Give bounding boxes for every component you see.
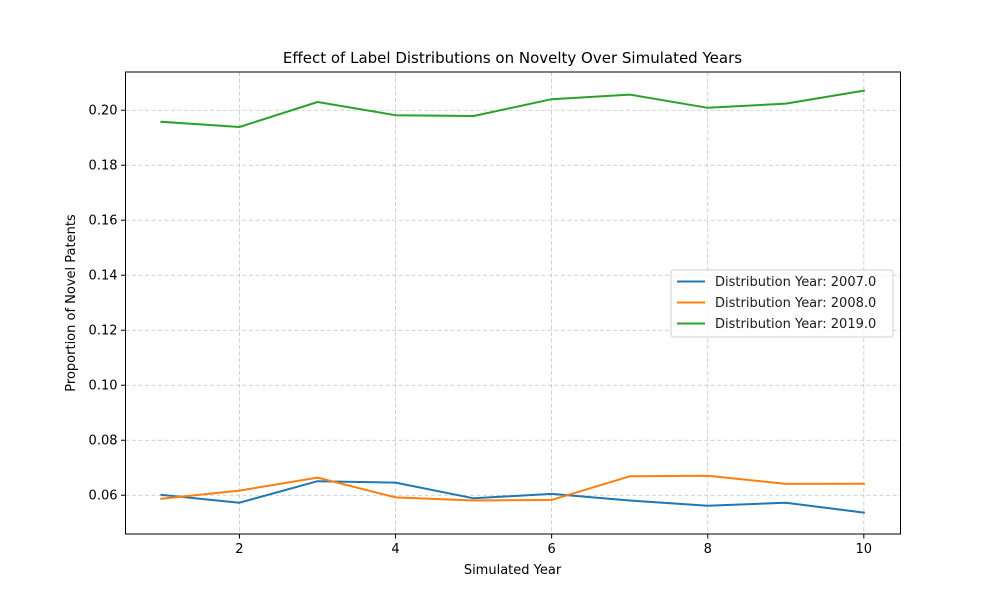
- legend-label: Distribution Year: 2019.0: [715, 317, 876, 332]
- y-tick-label: 0.20: [89, 104, 118, 119]
- legend: Distribution Year: 2007.0 Distribution Ye…: [670, 269, 894, 338]
- x-tick-label: 10: [856, 542, 873, 557]
- y-tick-label: 0.10: [89, 379, 118, 394]
- x-axis-ticks: 2 4 6 8 10: [235, 534, 872, 557]
- series-lines: [160, 89, 865, 514]
- x-tick-label: 6: [547, 542, 555, 557]
- x-tick-label: 4: [391, 542, 399, 557]
- y-tick-label: 0.14: [89, 269, 118, 284]
- chart-title: Effect of Label Distributions on Novelty…: [283, 49, 742, 67]
- plot-frame: [125, 71, 901, 535]
- series-line-2: [160, 89, 865, 128]
- x-axis-label: Simulated Year: [464, 563, 562, 578]
- y-axis-label: Proportion of Novel Patents: [64, 214, 79, 392]
- y-axis-ticks: 0.06 0.08 0.10 0.12 0.14 0.16 0.18 0.20: [89, 104, 126, 504]
- legend-label: Distribution Year: 2007.0: [715, 275, 876, 290]
- series-line-1: [160, 474, 865, 502]
- y-tick-label: 0.08: [89, 434, 118, 449]
- y-tick-label: 0.06: [89, 489, 118, 504]
- legend-box: [670, 269, 894, 338]
- y-tick-label: 0.16: [89, 214, 118, 229]
- legend-label: Distribution Year: 2008.0: [715, 296, 876, 311]
- series-line-0: [160, 480, 865, 514]
- x-tick-label: 8: [704, 542, 712, 557]
- x-tick-label: 2: [235, 542, 243, 557]
- y-tick-label: 0.12: [89, 324, 118, 339]
- y-tick-label: 0.18: [89, 159, 118, 174]
